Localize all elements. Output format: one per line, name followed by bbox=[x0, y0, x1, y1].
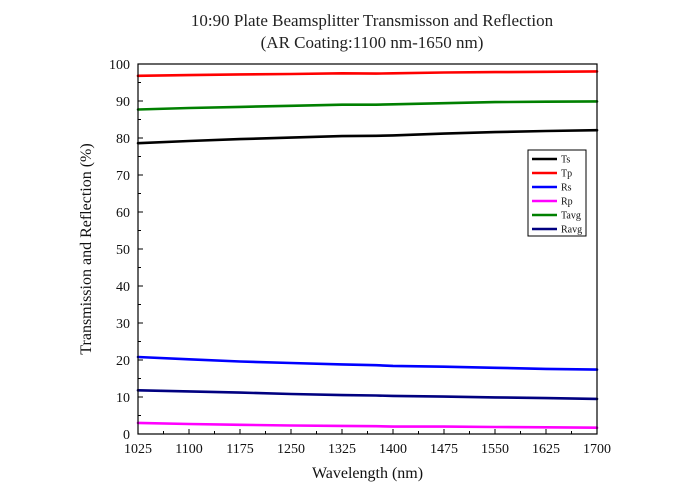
y-tick-label: 0 bbox=[123, 428, 130, 443]
x-tick-label: 1100 bbox=[175, 442, 202, 457]
series-line-rs bbox=[136, 355, 599, 371]
x-axis-title: Wavelength (nm) bbox=[312, 465, 423, 482]
y-tick-label: 30 bbox=[116, 317, 130, 332]
x-tick-label: 1400 bbox=[379, 442, 407, 457]
y-tick-label: 50 bbox=[116, 243, 130, 258]
x-tick-label: 1475 bbox=[430, 442, 458, 457]
x-tick-label: 1700 bbox=[583, 442, 611, 457]
y-tick-label: 20 bbox=[116, 354, 130, 369]
x-tick-label: 1250 bbox=[277, 442, 305, 457]
legend-label-tavg: Tavg bbox=[561, 211, 581, 222]
legend-label-ravg: Ravg bbox=[561, 225, 582, 236]
y-tick-label: 70 bbox=[116, 169, 130, 184]
legend-label-tp: Tp bbox=[561, 169, 572, 180]
plot-frame bbox=[137, 63, 598, 435]
legend: Ts Tp Rs Rp Tavg Ravg bbox=[527, 149, 587, 237]
series-line-tp bbox=[136, 70, 599, 78]
series-line-tavg bbox=[136, 100, 599, 111]
axis-ticks bbox=[137, 63, 598, 435]
series-line-ts bbox=[136, 128, 599, 145]
y-tick-label: 100 bbox=[109, 58, 130, 73]
x-tick-label: 1625 bbox=[532, 442, 560, 457]
series-line-rp bbox=[136, 421, 599, 430]
y-tick-label: 40 bbox=[116, 280, 130, 295]
x-tick-label: 1550 bbox=[481, 442, 509, 457]
y-tick-label: 80 bbox=[116, 132, 130, 147]
legend-label-ts: Ts bbox=[561, 155, 570, 166]
x-tick-label: 1175 bbox=[226, 442, 253, 457]
y-tick-label: 10 bbox=[116, 391, 130, 406]
chart-title: 10:90 Plate Beamsplitter Transmisson and… bbox=[191, 11, 554, 30]
legend-label-rs: Rs bbox=[561, 183, 572, 194]
x-tick-label: 1025 bbox=[124, 442, 152, 457]
y-axis-title: Transmission and Reflection (%) bbox=[78, 143, 95, 354]
tick-labels: 1025 1100 1175 1250 1325 1400 1475 1550 1625 1700… bbox=[109, 58, 611, 457]
series-layer bbox=[136, 70, 599, 430]
x-tick-label: 1325 bbox=[328, 442, 356, 457]
legend-box bbox=[527, 149, 587, 237]
y-tick-label: 90 bbox=[116, 95, 130, 110]
chart-subtitle: (AR Coating:1100 nm-1650 nm) bbox=[261, 33, 484, 52]
y-tick-label: 60 bbox=[116, 206, 130, 221]
series-line-ravg bbox=[136, 388, 599, 401]
legend-label-rp: Rp bbox=[561, 197, 573, 208]
